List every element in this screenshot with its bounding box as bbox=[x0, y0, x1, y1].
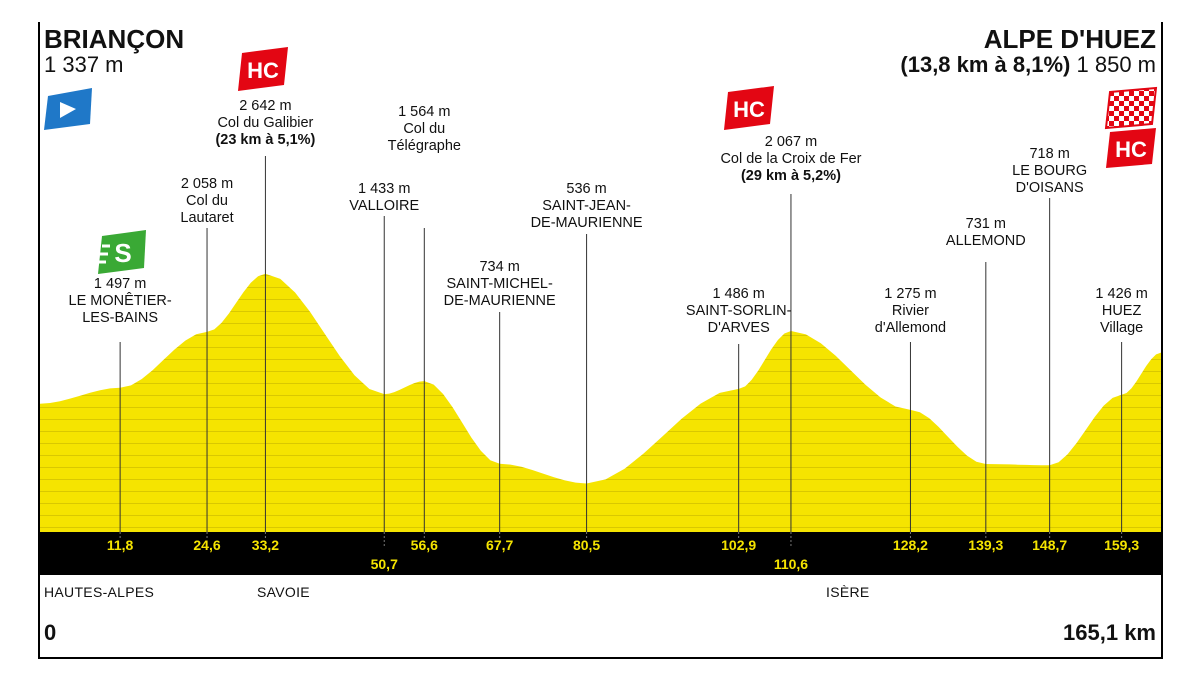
waypoint-label-saint-michel: 734 m SAINT-MICHEL- DE-MAURIENNE bbox=[444, 259, 556, 310]
waypoint-label-allemond: 731 m ALLEMOND bbox=[946, 216, 1026, 250]
waypoint-climb-stats: (29 km à 5,2%) bbox=[740, 168, 841, 184]
region-hautes-alpes: HAUTES-ALPES bbox=[44, 584, 155, 600]
waypoint-climb-stats: (23 km à 5,1%) bbox=[215, 132, 316, 148]
km-label-saint-sorlin: 102,9 bbox=[721, 537, 757, 553]
waypoint-name: d'Allemond bbox=[874, 320, 947, 336]
waypoint-name: Village bbox=[1099, 320, 1144, 336]
start-flag-icon bbox=[42, 86, 96, 132]
waypoint-altitude: 734 m bbox=[479, 259, 520, 275]
svg-text:HC: HC bbox=[733, 97, 765, 122]
waypoint-altitude: 536 m bbox=[566, 181, 607, 197]
waypoint-label-telegraphe: 1 564 m Col du Télégraphe bbox=[388, 104, 461, 155]
waypoint-altitude: 1 497 m bbox=[93, 276, 147, 292]
frame-left bbox=[38, 22, 40, 659]
waypoint-altitude: 1 275 m bbox=[884, 286, 937, 302]
waypoint-name: VALLOIRE bbox=[349, 198, 420, 214]
waypoint-name: DE-MAURIENNE bbox=[530, 215, 643, 231]
waypoint-name: SAINT-MICHEL- bbox=[446, 276, 553, 292]
sprint-icon-letter: S bbox=[114, 238, 131, 268]
waypoint-label-lautaret: 2 058 m Col du Lautaret bbox=[180, 176, 233, 227]
waypoint-label-rivier: 1 275 m Rivier d'Allemond bbox=[875, 286, 946, 337]
waypoint-name: Télégraphe bbox=[387, 138, 461, 154]
hc-climb-icon: HC bbox=[1104, 126, 1158, 170]
finish-info: (13,8 km à 8,1%) 1 850 m bbox=[900, 52, 1156, 78]
km-band bbox=[38, 532, 1163, 575]
waypoint-altitude: 2 642 m bbox=[239, 98, 292, 114]
region-isere: ISÈRE bbox=[826, 584, 870, 600]
distance-total: 165,1 km bbox=[1063, 620, 1156, 645]
km-label-bourg-oisans: 148,7 bbox=[1032, 537, 1068, 553]
waypoint-altitude: 2 058 m bbox=[180, 176, 234, 192]
distance-start: 0 bbox=[44, 620, 57, 645]
waypoint-name: SAINT-SORLIN- bbox=[685, 303, 792, 319]
waypoint-label-bourg-oisans: 718 m LE BOURG D'OISANS bbox=[1012, 146, 1087, 197]
km-label-saint-jean: 80,5 bbox=[572, 537, 601, 553]
waypoint-name: LE BOURG bbox=[1012, 163, 1088, 179]
svg-text:HC: HC bbox=[1115, 137, 1147, 162]
start-town: BRIANÇON bbox=[44, 24, 185, 54]
waypoint-label-saint-jean: 536 m SAINT-JEAN- DE-MAURIENNE bbox=[531, 181, 643, 232]
km-label-telegraphe: 56,6 bbox=[410, 537, 438, 553]
waypoint-name: D'ARVES bbox=[707, 320, 770, 336]
frame-bottom bbox=[38, 657, 1163, 659]
waypoint-name: D'OISANS bbox=[1015, 180, 1084, 196]
waypoint-altitude: 1 426 m bbox=[1095, 286, 1148, 302]
waypoint-label-croix-de-fer: 2 067 m Col de la Croix de Fer (29 km à 5,… bbox=[720, 134, 861, 185]
km-label-croix-de-fer: 110,6 bbox=[773, 556, 809, 572]
waypoint-name: ALLEMOND bbox=[945, 233, 1026, 249]
waypoint-name: Col du Galibier bbox=[217, 115, 314, 131]
waypoint-altitude: 1 564 m bbox=[398, 104, 451, 120]
waypoint-name: SAINT-JEAN- bbox=[542, 198, 631, 214]
waypoint-name: Rivier bbox=[891, 303, 929, 319]
km-label-lautaret: 24,6 bbox=[193, 537, 221, 553]
finish-checkered-flag-icon bbox=[1104, 86, 1158, 130]
waypoint-altitude: 718 m bbox=[1029, 146, 1070, 162]
km-label-galibier: 33,2 bbox=[251, 537, 280, 553]
waypoint-name: LES-BAINS bbox=[82, 310, 158, 326]
svg-text:HC: HC bbox=[247, 58, 279, 83]
waypoint-altitude: 2 067 m bbox=[764, 134, 818, 150]
intermediate-sprint-icon: S bbox=[96, 228, 148, 276]
finish-altitude: 1 850 m bbox=[1076, 52, 1157, 77]
finish-town: ALPE D'HUEZ bbox=[983, 24, 1156, 54]
waypoint-altitude: 1 486 m bbox=[712, 286, 765, 302]
frame-right bbox=[1161, 22, 1163, 659]
km-label-rivier: 128,2 bbox=[892, 537, 928, 553]
waypoint-name: Col du bbox=[403, 121, 446, 137]
waypoint-name: Col de la Croix de Fer bbox=[720, 151, 862, 167]
finish-climb: (13,8 km à 8,1%) bbox=[900, 52, 1071, 77]
profile-area bbox=[40, 273, 1161, 532]
waypoint-label-huez: 1 426 m HUEZ Village bbox=[1095, 286, 1147, 337]
waypoint-name: Col du bbox=[186, 193, 228, 209]
km-label-allemond: 139,3 bbox=[968, 537, 1004, 553]
waypoint-name: LE MONÊTIER- bbox=[68, 293, 172, 309]
hc-climb-icon: HC bbox=[236, 45, 290, 93]
waypoint-label-galibier: 2 642 m Col du Galibier (23 km à 5,1%) bbox=[215, 98, 315, 149]
waypoint-label-saint-sorlin: 1 486 m SAINT-SORLIN- D'ARVES bbox=[686, 286, 792, 337]
waypoint-altitude: 731 m bbox=[965, 216, 1006, 232]
region-savoie: SAVOIE bbox=[257, 584, 310, 600]
waypoint-label-monetier: 1 497 m LE MONÊTIER- LES-BAINS bbox=[69, 276, 172, 327]
waypoint-label-valloire: 1 433 m VALLOIRE bbox=[349, 181, 419, 215]
waypoint-name: DE-MAURIENNE bbox=[443, 293, 556, 309]
km-label-monetier: 11,8 bbox=[106, 537, 134, 553]
km-label-saint-michel: 67,7 bbox=[486, 537, 514, 553]
waypoint-name: HUEZ bbox=[1101, 303, 1142, 319]
km-label-valloire: 50,7 bbox=[370, 556, 398, 572]
start-altitude: 1 337 m bbox=[44, 52, 124, 77]
waypoint-name: Lautaret bbox=[180, 210, 234, 226]
hc-climb-icon: HC bbox=[722, 84, 776, 132]
km-label-huez: 159,3 bbox=[1104, 537, 1140, 553]
waypoint-altitude: 1 433 m bbox=[358, 181, 411, 197]
